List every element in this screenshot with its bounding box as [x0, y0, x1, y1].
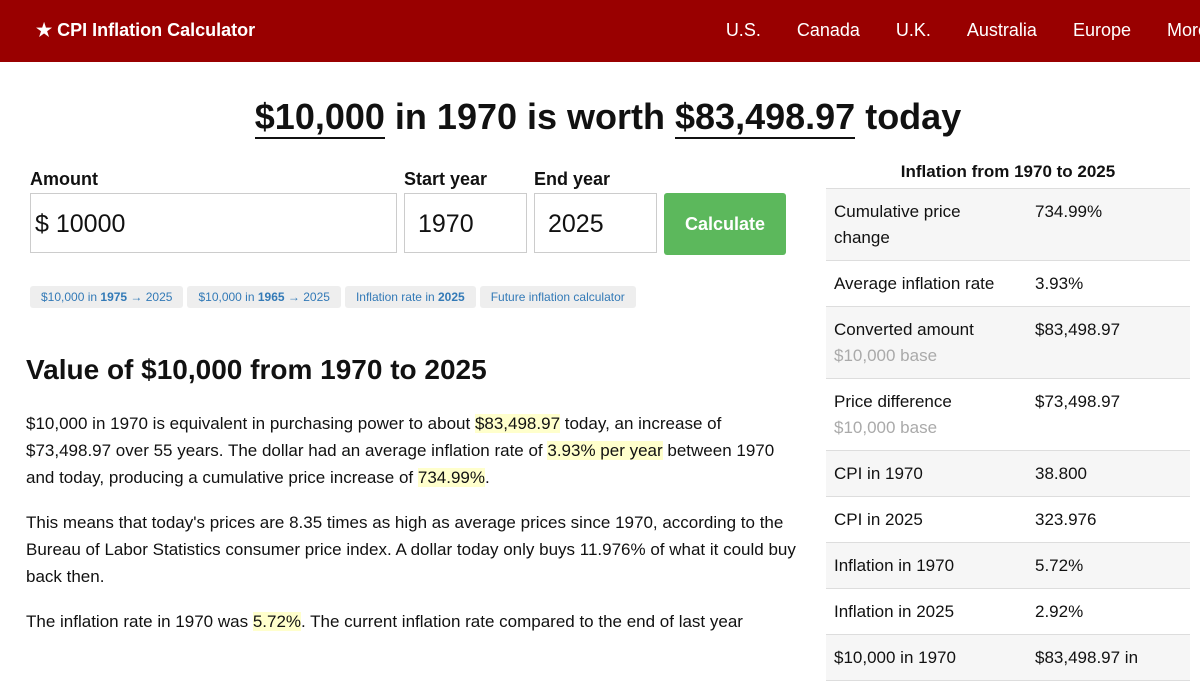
section-title: Value of $10,000 from 1970 to 2025	[26, 354, 487, 385]
text: today, an increase of $73,498.97 over 55…	[26, 414, 722, 460]
row-label: Average inflation rate	[826, 260, 1027, 307]
nav-link[interactable]: Australia	[966, 20, 1037, 40]
label: Converted amount	[834, 320, 974, 339]
label: Start year	[404, 169, 488, 189]
row: CPI in 2025 323.976	[826, 496, 1190, 543]
row-value: 734.99%	[1027, 189, 1190, 261]
row-label: Price difference $10,000 base	[826, 378, 1027, 451]
text: between 1970 and today, producing a cumu…	[26, 441, 775, 487]
highlight: $83,498.97	[474, 414, 561, 433]
calculate-button[interactable]: Calculate	[664, 193, 786, 255]
text: . The current inflation rate compared to…	[301, 612, 743, 631]
brand[interactable]: ★ CPI Inflation Calculator	[36, 20, 256, 40]
nav-bar: ★ CPI Inflation Calculator U.S. Canada U.K…	[0, 0, 1200, 62]
chip[interactable]: Future inflation calculator	[479, 286, 636, 308]
label: $10,000 in 1970	[834, 648, 956, 667]
nav-link[interactable]: More	[1166, 20, 1200, 40]
chip[interactable]: Inflation rate in 2025	[344, 286, 476, 308]
end-input[interactable]: 2025	[534, 193, 657, 253]
highlight: 3.93% per year	[547, 441, 663, 460]
chip-text: $10,000 in	[41, 290, 101, 304]
chip-text: → 2025	[127, 290, 173, 304]
label: Inflation in 1970	[834, 556, 955, 575]
amount: $10,000	[254, 96, 385, 139]
chip-text: $10,000 in	[198, 290, 258, 304]
highlight: 734.99%	[417, 468, 485, 487]
nav-link[interactable]: Canada	[796, 20, 860, 40]
row-label: CPI in 1970	[826, 450, 1027, 497]
row: Cumulative price change 734.99%	[826, 189, 1190, 261]
chip-text: 2025	[438, 290, 465, 304]
label: Inflation in 2025	[834, 602, 955, 621]
row-label: CPI in 2025	[826, 496, 1027, 543]
chip-text: Inflation rate in	[355, 290, 438, 304]
chip-text: → 2025	[284, 290, 330, 304]
nav-link[interactable]: U.K.	[895, 20, 931, 40]
row-label: Inflation in 2025	[826, 588, 1027, 635]
row-value: 2.92%	[1027, 588, 1190, 635]
row-value: 323.976	[1027, 496, 1190, 543]
row: Converted amount $10,000 base $83,498.97	[826, 306, 1190, 379]
nav-link[interactable]: U.S.	[725, 20, 761, 40]
start-input[interactable]: 1970	[404, 193, 527, 253]
text: .	[484, 468, 490, 487]
chip[interactable]: $10,000 in 1975 → 2025	[30, 286, 184, 308]
row: Average inflation rate 3.93%	[826, 260, 1190, 307]
paragraph: The inflation rate in 1970 was 5.72%. Th…	[26, 608, 796, 635]
highlight: 5.72%	[252, 612, 302, 631]
label: Price difference	[834, 392, 952, 411]
row-value: 38.800	[1027, 450, 1190, 497]
label: CPI in 1970	[834, 464, 923, 483]
nav-link[interactable]: Europe	[1072, 20, 1131, 40]
paragraph: This means that today's prices are 8.35 …	[26, 509, 796, 590]
paragraph: $10,000 in 1970 is equivalent in purchas…	[26, 410, 796, 491]
text: This means that today's prices are 8.35 …	[26, 513, 796, 586]
summary-table: Cumulative price change 734.99% Average in…	[826, 189, 1190, 681]
sidebar-title: Inflation from 1970 to 2025	[826, 162, 1190, 189]
chip-text: Future inflation calculator	[490, 290, 625, 304]
nav-links: U.S. Canada U.K. Australia Europe More	[726, 20, 1200, 41]
row-label: Inflation in 1970	[826, 542, 1027, 589]
headline: $10,000 in 1970 is worth $83,498.97 toda…	[0, 96, 1200, 139]
label: CPI in 2025	[834, 510, 923, 529]
row-label: Converted amount $10,000 base	[826, 306, 1027, 379]
label: End year	[534, 169, 611, 189]
text: in 1970 is worth	[384, 96, 676, 137]
label: Cumulative price change	[834, 202, 961, 247]
result: $83,498.97	[675, 96, 856, 139]
row-value: $83,498.97 in	[1027, 634, 1190, 681]
row-value: $83,498.97	[1027, 306, 1190, 379]
currency: $	[35, 210, 49, 238]
row: Inflation in 2025 2.92%	[826, 588, 1190, 635]
note: $10,000 base	[834, 346, 938, 365]
note: $10,000 base	[834, 418, 938, 437]
row-value: 3.93%	[1027, 260, 1190, 307]
row: Inflation in 1970 5.72%	[826, 542, 1190, 589]
row: $10,000 in 1970 $83,498.97 in	[826, 634, 1190, 681]
row-value: $73,498.97	[1027, 378, 1190, 451]
row: CPI in 1970 38.800	[826, 450, 1190, 497]
text: The inflation rate in 1970 was	[26, 612, 253, 631]
article: $10,000 in 1970 is equivalent in purchas…	[26, 410, 796, 653]
text: today	[855, 96, 962, 137]
chips: $10,000 in 1975 → 2025 $10,000 in 1965 → …	[30, 286, 636, 308]
chip-text: 1965	[257, 290, 285, 304]
row-label: $10,000 in 1970	[826, 634, 1027, 681]
chip-text: 1975	[100, 290, 128, 304]
row-label: Cumulative price change	[826, 189, 1027, 261]
row: Price difference $10,000 base $73,498.97	[826, 378, 1190, 451]
amount-input[interactable]: $ 10000	[30, 193, 397, 253]
text: $10,000 in 1970 is equivalent in purchas…	[26, 414, 475, 433]
chip[interactable]: $10,000 in 1965 → 2025	[187, 286, 341, 308]
label: Average inflation rate	[834, 274, 995, 293]
label: Amount	[30, 169, 98, 189]
value: 10000	[55, 210, 126, 238]
sidebar: Inflation from 1970 to 2025 Cumulative p…	[826, 162, 1190, 681]
row-value: 5.72%	[1027, 542, 1190, 589]
